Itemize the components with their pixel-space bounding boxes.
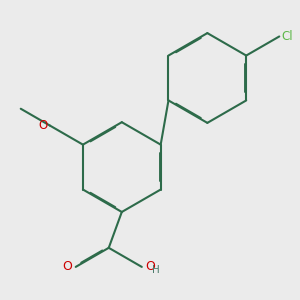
Text: Cl: Cl bbox=[281, 30, 293, 43]
Text: H: H bbox=[152, 266, 159, 275]
Text: O: O bbox=[38, 119, 48, 132]
Text: O: O bbox=[146, 260, 155, 272]
Text: O: O bbox=[62, 260, 72, 273]
